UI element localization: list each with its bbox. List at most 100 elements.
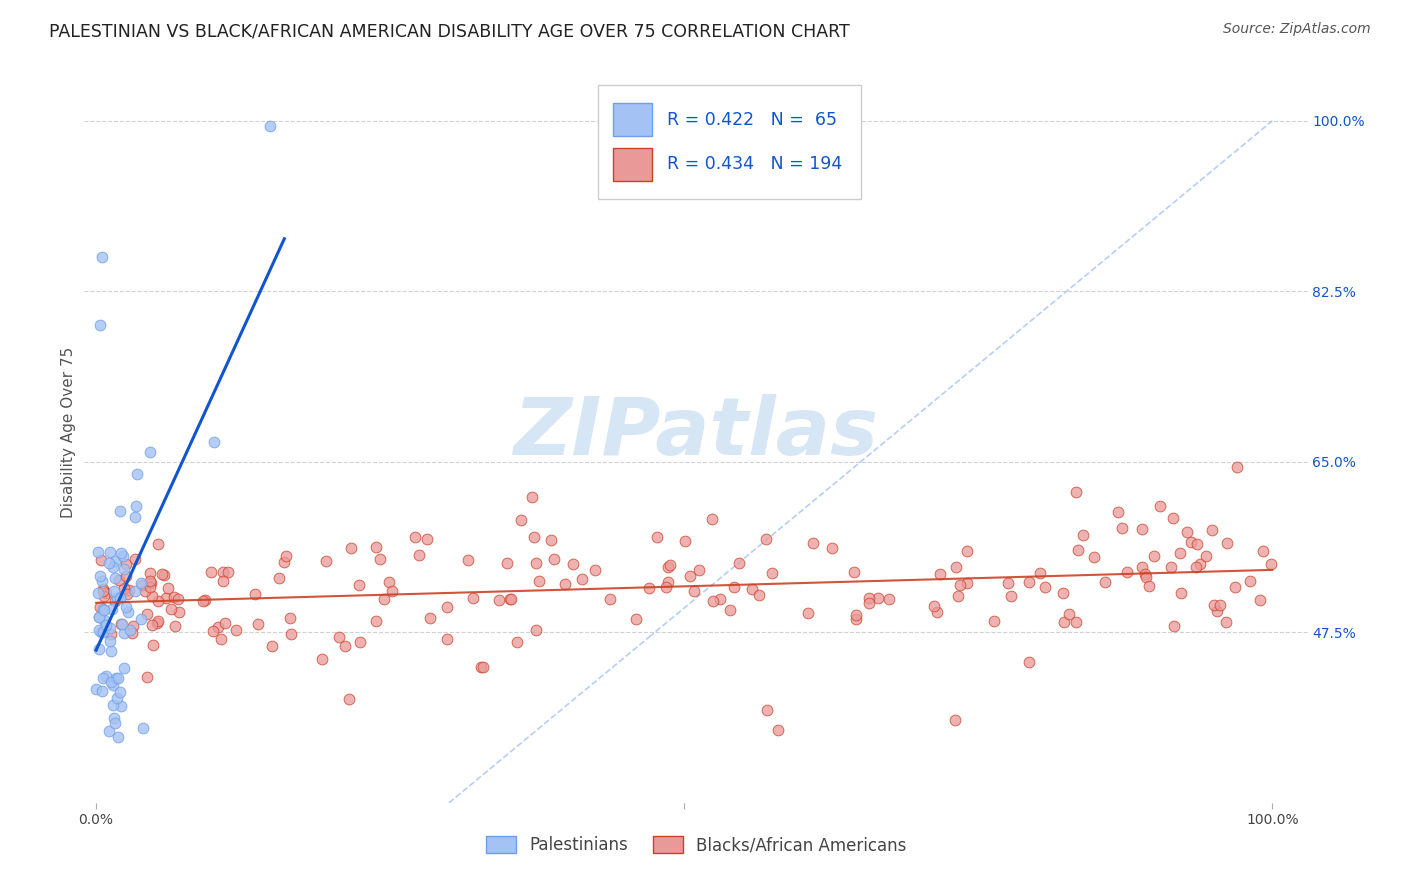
- Point: [571, 572, 593, 586]
- Point: [1205, 604, 1227, 618]
- Point: [1052, 585, 1074, 599]
- Point: [135, 670, 157, 684]
- Point: [89, 642, 111, 657]
- Point: [104, 672, 127, 686]
- Point: [1202, 599, 1225, 613]
- Point: [211, 574, 233, 589]
- Point: [349, 635, 371, 649]
- Point: [1180, 535, 1202, 549]
- Point: [90, 684, 112, 698]
- Point: [522, 490, 544, 504]
- Point: [506, 635, 529, 649]
- Text: Source: ZipAtlas.com: Source: ZipAtlas.com: [1223, 22, 1371, 37]
- Point: [141, 575, 163, 590]
- Point: [142, 638, 165, 652]
- Point: [200, 565, 222, 579]
- Point: [104, 716, 127, 731]
- Point: [510, 513, 533, 527]
- Point: [108, 684, 131, 698]
- Point: [1216, 536, 1239, 550]
- Point: [929, 566, 952, 581]
- Point: [709, 592, 731, 607]
- Point: [408, 548, 430, 562]
- Text: ZIPatlas: ZIPatlas: [513, 393, 879, 472]
- Point: [86, 682, 108, 697]
- Point: [146, 594, 169, 608]
- Point: [801, 536, 824, 550]
- Point: [1249, 593, 1271, 607]
- Point: [98, 545, 121, 559]
- Point: [101, 602, 124, 616]
- Point: [1185, 537, 1208, 551]
- Point: [347, 577, 370, 591]
- Point: [131, 578, 153, 592]
- Point: [108, 591, 131, 605]
- Point: [273, 555, 295, 569]
- Point: [315, 554, 337, 568]
- Point: [377, 574, 399, 589]
- Point: [243, 587, 266, 601]
- Point: [1163, 618, 1185, 632]
- FancyBboxPatch shape: [613, 103, 652, 136]
- Point: [150, 567, 173, 582]
- Point: [723, 580, 745, 594]
- Point: [94, 618, 117, 632]
- Point: [104, 594, 127, 608]
- Point: [259, 119, 281, 133]
- Point: [100, 675, 122, 690]
- Point: [858, 597, 880, 611]
- Point: [499, 592, 522, 607]
- Point: [91, 625, 114, 640]
- Point: [1130, 522, 1153, 536]
- Point: [1094, 575, 1116, 590]
- Point: [110, 546, 132, 560]
- Point: [167, 591, 190, 606]
- Point: [118, 582, 141, 597]
- Point: [121, 626, 143, 640]
- Point: [1170, 585, 1192, 599]
- Point: [340, 541, 363, 556]
- Point: [1201, 523, 1223, 537]
- Point: [1175, 524, 1198, 539]
- Point: [1130, 560, 1153, 574]
- Point: [1064, 615, 1087, 629]
- Point: [115, 599, 138, 614]
- Point: [194, 592, 217, 607]
- Point: [554, 577, 576, 591]
- Point: [131, 722, 153, 736]
- Point: [139, 566, 162, 581]
- Point: [1239, 574, 1261, 588]
- Point: [1033, 580, 1056, 594]
- Text: R = 0.434   N = 194: R = 0.434 N = 194: [666, 155, 842, 173]
- Point: [755, 703, 778, 717]
- Point: [1251, 543, 1274, 558]
- Point: [225, 623, 247, 637]
- Point: [1168, 545, 1191, 559]
- Point: [155, 591, 177, 605]
- Point: [163, 619, 186, 633]
- Point: [370, 551, 392, 566]
- Point: [103, 583, 125, 598]
- Point: [524, 557, 547, 571]
- Point: [821, 541, 844, 555]
- Point: [141, 618, 163, 632]
- Point: [90, 625, 112, 640]
- Point: [146, 614, 169, 628]
- Point: [1107, 505, 1129, 519]
- Point: [207, 620, 229, 634]
- Point: [139, 580, 162, 594]
- Point: [209, 632, 232, 646]
- Point: [637, 582, 659, 596]
- Point: [364, 540, 387, 554]
- Point: [1160, 559, 1182, 574]
- Point: [416, 532, 439, 546]
- Point: [107, 573, 129, 587]
- Point: [110, 699, 132, 714]
- Point: [89, 318, 111, 333]
- Point: [87, 609, 110, 624]
- Point: [404, 530, 426, 544]
- Point: [89, 569, 111, 583]
- Point: [105, 691, 128, 706]
- Point: [688, 563, 710, 577]
- Point: [540, 533, 562, 547]
